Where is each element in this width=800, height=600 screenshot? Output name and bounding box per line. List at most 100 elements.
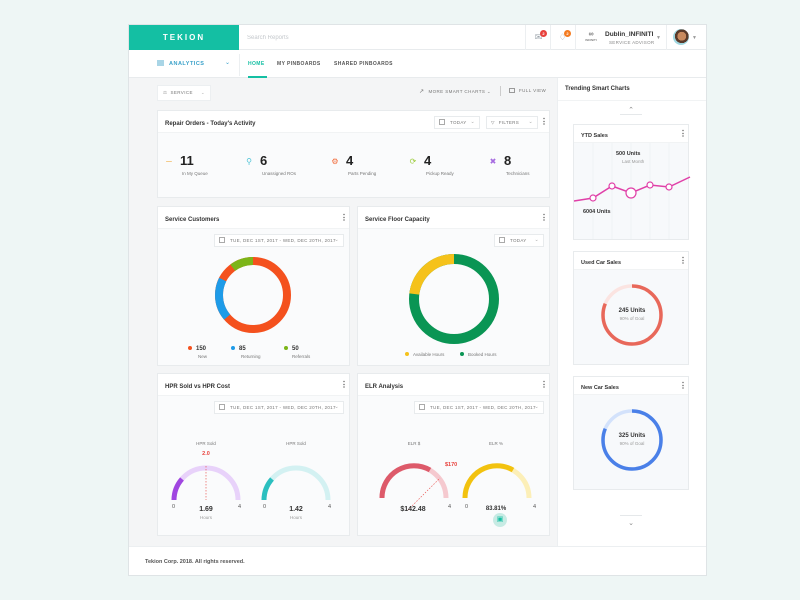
notifications-badge: 2 xyxy=(564,30,571,37)
gauge-min: 0 xyxy=(172,504,176,510)
card-header: Repair Orders - Today's Activity TODAY ⌄ … xyxy=(158,111,549,133)
more-options-icon[interactable]: ⋮ xyxy=(340,213,348,222)
tab-home[interactable]: HOME xyxy=(248,61,265,67)
grid-icon xyxy=(157,60,164,66)
used-car-sales-card[interactable]: Used Car Sales ⋮ 245 Units 90% of Goal xyxy=(573,251,689,365)
legend-dot xyxy=(405,352,409,356)
card-header: Service Floor Capacity ⋮ xyxy=(358,207,549,229)
department-select[interactable]: ⚖ SERVICE ⌄ xyxy=(157,85,211,101)
filters-label: FILTERS xyxy=(498,120,520,125)
card-body: 245 Units 90% of Goal xyxy=(574,270,688,364)
used-car-goal: 90% of Goal xyxy=(619,316,645,321)
kpi-value: 11 xyxy=(180,153,194,168)
gauge-label: HPR Sold xyxy=(286,441,306,446)
gauge-max: 4 xyxy=(448,504,452,510)
period-select[interactable]: TODAY ⌄ xyxy=(494,234,544,247)
card-header: Service Customers ⋮ xyxy=(158,207,349,229)
gauge-unit: Hours xyxy=(289,515,302,520)
chevron-down-icon: ⌄ xyxy=(534,237,539,243)
card-header: Used Car Sales ⋮ xyxy=(574,252,688,270)
ytd-sales-card[interactable]: YTD Sales ⋮ 500 Units Last Month 6004 Un… xyxy=(573,124,691,240)
panel-title: Trending Smart Charts xyxy=(565,86,630,92)
card-header: New Car Sales ⋮ xyxy=(574,377,688,395)
module-label: ANALYTICS xyxy=(169,61,205,67)
legend-dot xyxy=(231,346,235,350)
search-input[interactable] xyxy=(247,32,497,44)
refresh-check-icon: ⟳ xyxy=(409,157,417,166)
filter-icon: ▽ xyxy=(491,120,495,125)
avatar-chevron-down-icon[interactable]: ▼ xyxy=(692,35,697,41)
low-value: 6004 Units xyxy=(583,209,611,215)
date-range-select[interactable]: TUE, DEC 1ST, 2017 - WED, DEC 20TH, 2017… xyxy=(214,234,344,247)
dealer-selector[interactable]: ∞ INFINITI Dublin_INFINITI SERVICE ADVIS… xyxy=(581,29,661,47)
filters-select[interactable]: ▽ FILTERS ⌄ xyxy=(486,116,538,129)
gauge-min: 0 xyxy=(465,504,469,510)
hpr-cost-gauge xyxy=(261,465,331,501)
wrench-icon: ✖ xyxy=(489,157,497,166)
date-range-label: TUE, DEC 1ST, 2017 - WED, DEC 20TH, 2017 xyxy=(230,238,336,243)
date-range-select[interactable]: TUE, DEC 1ST, 2017 - WED, DEC 20TH, 2017… xyxy=(214,401,344,414)
more-options-icon[interactable]: ⋮ xyxy=(679,256,687,265)
gauge-label: ELR % xyxy=(488,441,503,446)
card-body: TODAY ⌄ Available Hours Booked Hours xyxy=(358,229,549,365)
date-range-select[interactable]: TUE, DEC 1ST, 2017 - WED, DEC 20TH, 2017… xyxy=(414,401,544,414)
more-options-icon[interactable]: ⋮ xyxy=(540,380,548,389)
chevron-down-icon[interactable]: ⌄ xyxy=(225,60,231,66)
new-car-value: 325 Units xyxy=(618,433,646,439)
kpi-label: In My Queue xyxy=(182,171,208,176)
dashboard-main: ⚖ SERVICE ⌄ ↗ MORE SMART CHARTS ⌄ FULL VIE… xyxy=(129,78,557,546)
scroll-up-button[interactable]: ⌃ xyxy=(620,106,642,115)
more-options-icon[interactable]: ⋮ xyxy=(679,381,687,390)
tab-my-pinboards[interactable]: MY PINBOARDS xyxy=(277,61,321,67)
kpi-value: 6 xyxy=(260,153,268,168)
legend-dot xyxy=(460,352,464,356)
more-smart-charts-label: MORE SMART CHARTS xyxy=(428,89,486,94)
period-select[interactable]: TODAY ⌄ xyxy=(434,116,480,129)
hpr-card: HPR Sold vs HPR Cost ⋮ TUE, DEC 1ST, 201… xyxy=(157,373,350,536)
more-options-icon[interactable]: ⋮ xyxy=(540,117,548,126)
service-customers-donut xyxy=(215,257,291,333)
gauge-target: $170 xyxy=(445,462,458,468)
legend-value: 50 xyxy=(292,346,299,352)
gauge-label: HPR Sold xyxy=(196,441,216,446)
more-options-icon[interactable]: ⋮ xyxy=(679,129,687,138)
card-header: YTD Sales ⋮ xyxy=(574,125,688,143)
chevron-down-icon: ⌄ xyxy=(528,119,533,125)
card-title: YTD Sales xyxy=(581,133,608,139)
full-view-button[interactable]: FULL VIEW xyxy=(509,88,546,93)
period-label: TODAY xyxy=(510,238,527,243)
top-bar: TEKION ✉ 2 ♢ 2 ∞ INFINITI Dublin_INFINIT… xyxy=(129,25,706,50)
copyright-text: Tekion Corp. 2018. All rights reserved. xyxy=(145,559,245,565)
card-header: ELR Analysis ⋮ xyxy=(358,374,549,396)
divider xyxy=(525,25,526,50)
full-view-label: FULL VIEW xyxy=(519,88,547,93)
notifications-bell-icon[interactable]: ♢ 2 xyxy=(557,30,571,43)
key-icon: ⚲ xyxy=(246,157,252,166)
messages-icon[interactable]: ✉ 2 xyxy=(533,30,547,43)
messages-badge: 2 xyxy=(540,30,547,37)
kpi-label: Technicians xyxy=(506,171,530,176)
nav-bar: ANALYTICS ⌄ HOME MY PINBOARDS SHARED PIN… xyxy=(129,50,706,78)
tab-shared-pinboards[interactable]: SHARED PINBOARDS xyxy=(334,61,393,67)
divider xyxy=(550,25,551,50)
infiniti-logo-icon: ∞ INFINITI xyxy=(585,31,597,42)
dealer-role: SERVICE ADVISOR xyxy=(609,40,655,45)
scroll-down-button[interactable]: ⌄ xyxy=(620,515,642,527)
chevron-down-icon: ⌄ xyxy=(534,404,539,410)
more-options-icon[interactable]: ⋮ xyxy=(540,213,548,222)
legend-dot xyxy=(188,346,192,350)
module-selector[interactable]: ANALYTICS xyxy=(157,60,204,67)
kpi-value: 4 xyxy=(424,153,432,168)
gauge-max: 4 xyxy=(533,504,537,510)
chat-support-button[interactable]: ▣ xyxy=(493,513,507,527)
user-avatar[interactable] xyxy=(673,29,689,45)
new-car-sales-card[interactable]: New Car Sales ⋮ 325 Units 90% of Goal xyxy=(573,376,689,490)
more-smart-charts-button[interactable]: ↗ MORE SMART CHARTS ⌄ xyxy=(419,89,492,95)
legend-label: Returning xyxy=(241,354,261,359)
tekion-logo[interactable]: TEKION xyxy=(129,25,239,50)
divider xyxy=(500,86,501,96)
more-options-icon[interactable]: ⋮ xyxy=(340,380,348,389)
used-car-sales-donut xyxy=(601,284,663,346)
legend-new: 150 New xyxy=(188,346,207,359)
gauge-value: 1.42 xyxy=(289,506,303,513)
